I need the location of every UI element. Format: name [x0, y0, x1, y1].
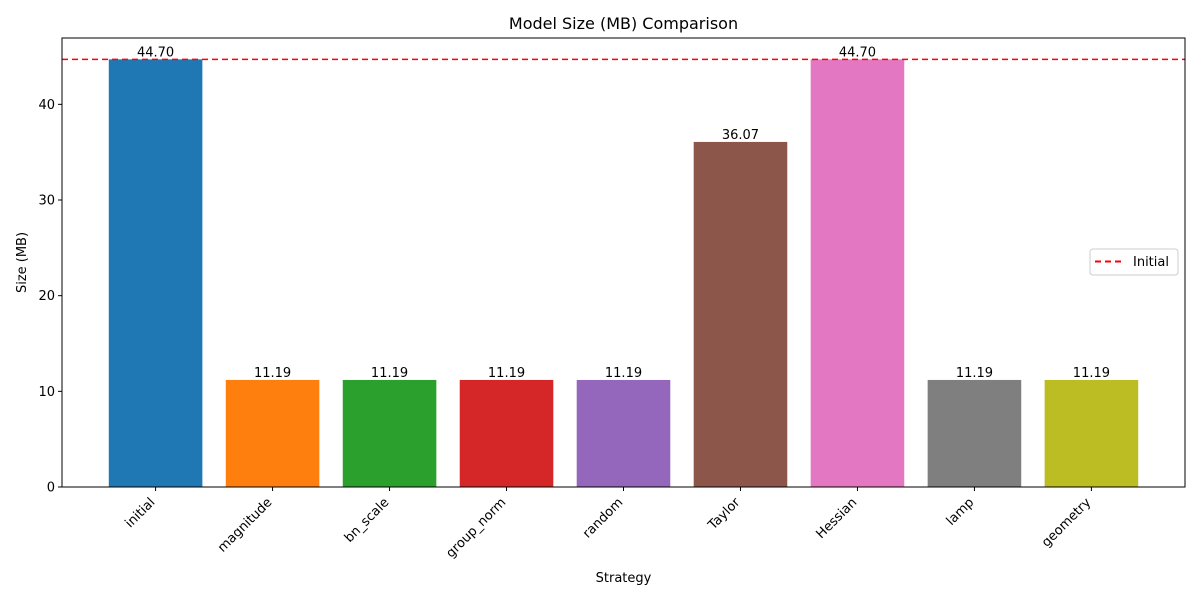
bar-bn_scale [342, 379, 437, 487]
bar-geometry [1044, 379, 1139, 487]
bar-lamp [927, 379, 1022, 487]
y-tick-label-10: 10 [38, 385, 55, 400]
value-label-bn_scale: 11.19 [371, 366, 408, 381]
y-tick-label-20: 20 [38, 289, 55, 304]
y-axis-label: Size (MB) [15, 232, 30, 293]
bar-Taylor [693, 141, 788, 487]
axes-frame [61, 37, 1186, 488]
legend-box [1089, 248, 1179, 276]
chart-title: Model Size (MB) Comparison [509, 14, 738, 33]
value-label-magnitude: 11.19 [254, 366, 291, 381]
bar-group_norm [459, 379, 554, 487]
legend-entry-initial: Initial [1133, 255, 1169, 270]
bar-magnitude [225, 379, 320, 487]
y-tick-label-30: 30 [38, 194, 55, 209]
value-label-geometry: 11.19 [1073, 366, 1110, 381]
value-label-Taylor: 36.07 [722, 128, 759, 143]
bar-random [576, 379, 671, 487]
y-tick-label-40: 40 [38, 98, 55, 113]
value-label-Hessian: 44.70 [839, 45, 876, 60]
legend: Initial [1089, 248, 1179, 276]
value-label-initial: 44.70 [137, 45, 174, 60]
bar-Hessian [810, 59, 905, 487]
bar-initial [108, 59, 203, 487]
value-label-random: 11.19 [605, 366, 642, 381]
plot-area: 44.70initial11.19magnitude11.19bn_scale1… [38, 37, 1186, 561]
y-tick-label-0: 0 [47, 481, 55, 496]
x-axis-label: Strategy [596, 571, 652, 586]
value-label-group_norm: 11.19 [488, 366, 525, 381]
value-label-lamp: 11.19 [956, 366, 993, 381]
